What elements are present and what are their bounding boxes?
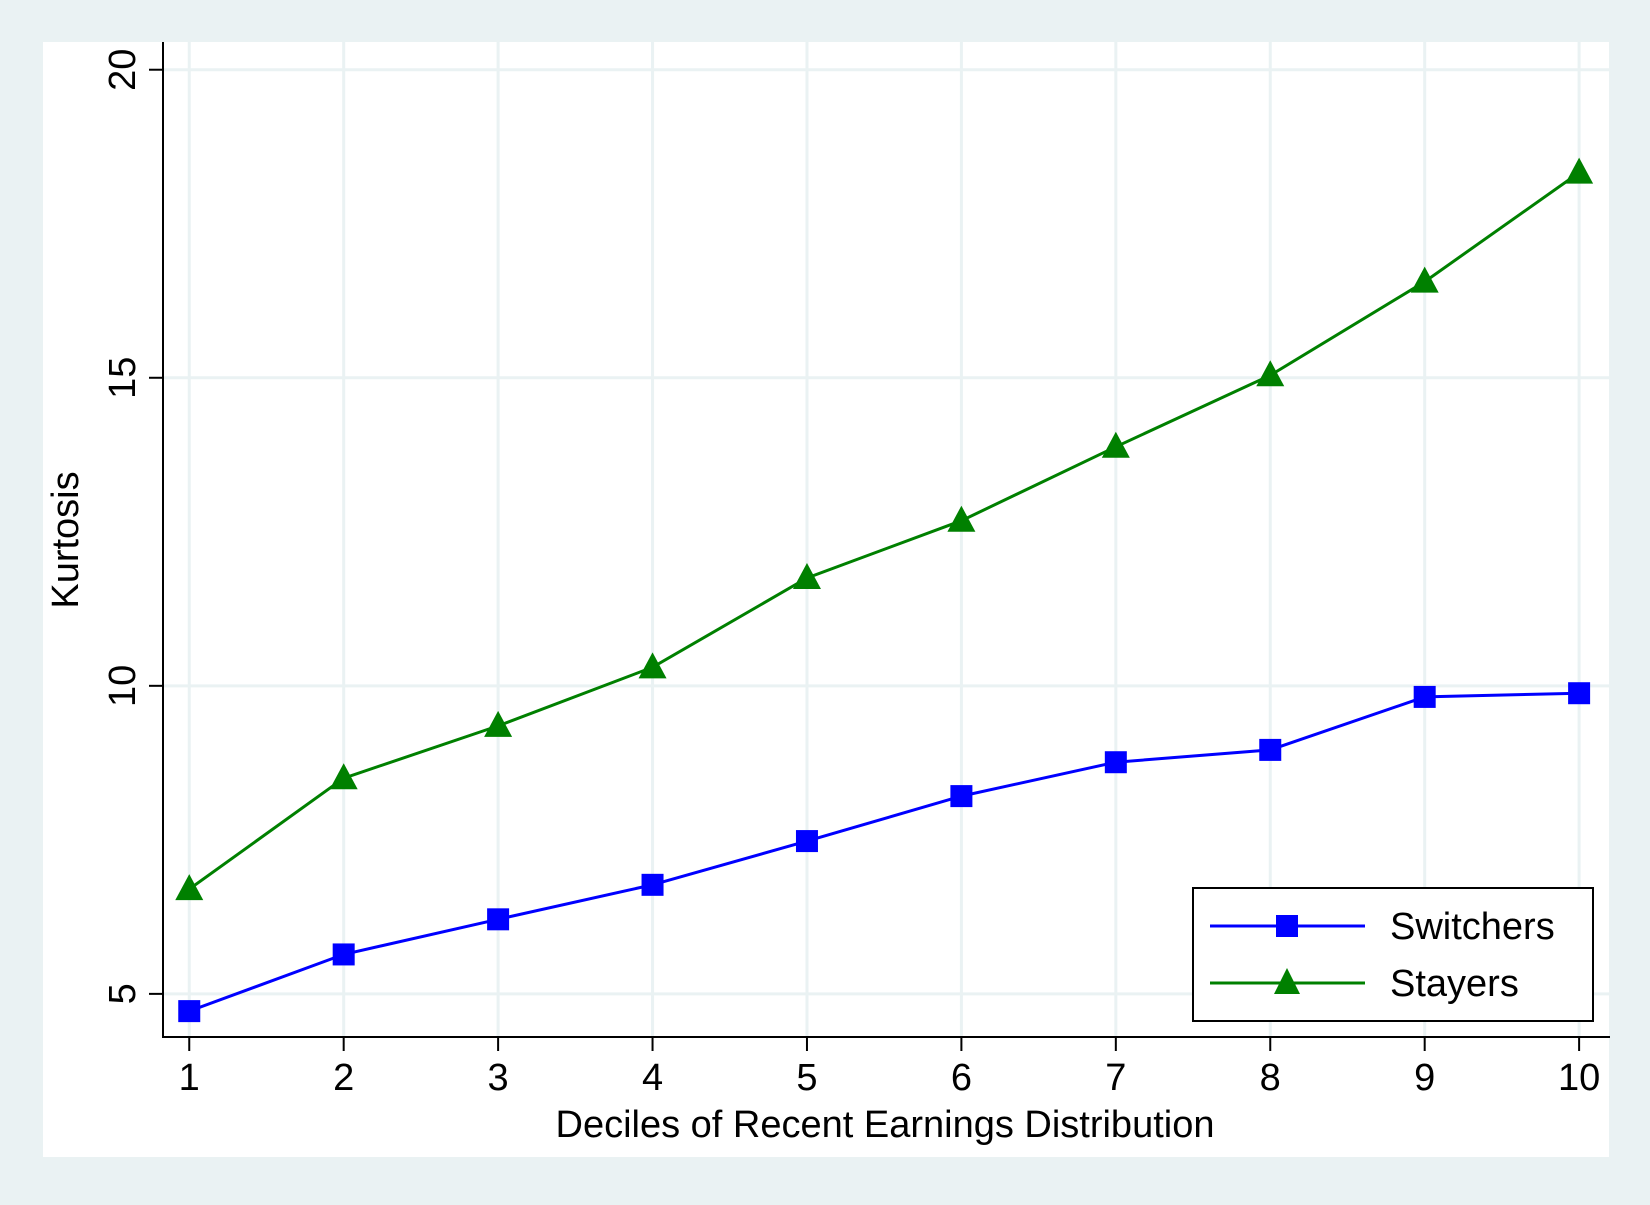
x-tick-label-8: 8 [1260, 1057, 1281, 1099]
y-tick-label-20: 20 [102, 49, 144, 91]
point-stayers-3 [484, 710, 513, 737]
series-line-switchers [188, 691, 1580, 1013]
point-stayers-2 [329, 763, 358, 790]
legend: Switchers Stayers [1192, 887, 1594, 1022]
point-switchers-7 [1104, 751, 1127, 774]
data-series [175, 157, 1594, 1023]
axes: 1 2 3 4 5 6 7 8 9 10 5 10 15 20 [102, 42, 1610, 1099]
point-stayers-5 [792, 563, 821, 590]
x-axis-title: Deciles of Recent Earnings Distribution [556, 1104, 1215, 1146]
point-switchers-2 [332, 943, 355, 966]
x-tick-label-1: 1 [179, 1057, 200, 1099]
point-switchers-1 [178, 1000, 201, 1023]
legend-label-switchers: Switchers [1390, 906, 1555, 948]
point-switchers-5 [795, 830, 818, 853]
point-switchers-8 [1259, 738, 1282, 761]
x-tick-label-5: 5 [796, 1057, 817, 1099]
point-switchers-9 [1413, 685, 1436, 708]
legend-marker-stayers [1274, 968, 1300, 994]
point-stayers-6 [947, 505, 976, 532]
legend-marker-switchers [1276, 915, 1298, 937]
point-switchers-6 [950, 785, 973, 808]
x-tick-label-2: 2 [333, 1057, 354, 1099]
point-switchers-4 [641, 873, 664, 896]
grid-lines [163, 42, 1610, 1037]
x-tick-label-7: 7 [1105, 1057, 1126, 1099]
x-tick-label-4: 4 [642, 1057, 663, 1099]
point-stayers-10 [1565, 157, 1594, 184]
y-tick-label-5: 5 [102, 983, 144, 1004]
point-switchers-10 [1568, 682, 1591, 705]
x-tick-label-9: 9 [1414, 1057, 1435, 1099]
series-line-stayers [188, 171, 1580, 891]
y-tick-label-10: 10 [102, 665, 144, 707]
point-switchers-3 [487, 908, 510, 931]
point-stayers-8 [1256, 360, 1285, 387]
y-axis-title: Kurtosis [45, 471, 87, 608]
x-tick-label-10: 10 [1558, 1057, 1600, 1099]
y-tick-label-15: 15 [102, 357, 144, 399]
legend-box [1192, 887, 1594, 1022]
point-stayers-1 [175, 874, 204, 901]
legend-label-stayers: Stayers [1390, 963, 1519, 1005]
point-stayers-7 [1101, 431, 1130, 458]
x-tick-label-3: 3 [488, 1057, 509, 1099]
point-stayers-4 [638, 652, 667, 679]
point-stayers-9 [1410, 266, 1439, 293]
x-tick-label-6: 6 [951, 1057, 972, 1099]
